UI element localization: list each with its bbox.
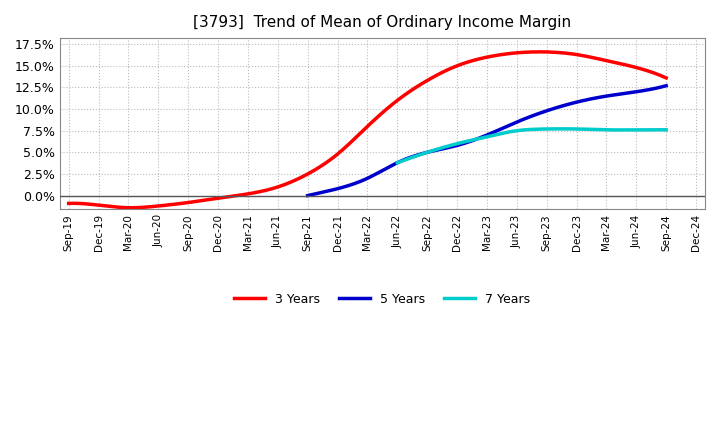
3 Years [66, 201, 75, 206]
3 Years [126, 205, 135, 210]
7 Years [621, 127, 629, 132]
5 Years [662, 83, 670, 88]
3 Years [572, 52, 580, 57]
Title: [3793]  Trend of Mean of Ordinary Income Margin: [3793] Trend of Mean of Ordinary Income … [193, 15, 572, 30]
3 Years [420, 80, 428, 85]
7 Years [553, 126, 562, 132]
5 Years [629, 90, 637, 95]
3 Years [64, 201, 73, 206]
5 Years [517, 117, 526, 123]
Line: 3 Years: 3 Years [68, 52, 666, 208]
3 Years [432, 73, 441, 78]
7 Years [557, 126, 566, 132]
5 Years [606, 93, 614, 98]
7 Years [638, 127, 647, 132]
3 Years [610, 60, 618, 65]
7 Years [394, 160, 402, 165]
Line: 7 Years: 7 Years [397, 129, 666, 163]
3 Years [662, 75, 670, 81]
3 Years [422, 78, 431, 84]
7 Years [662, 127, 670, 132]
5 Years [303, 193, 312, 198]
3 Years [536, 49, 544, 55]
5 Years [516, 118, 524, 123]
Legend: 3 Years, 5 Years, 7 Years: 3 Years, 5 Years, 7 Years [229, 288, 536, 311]
7 Years [559, 126, 567, 132]
7 Years [552, 126, 561, 132]
Line: 5 Years: 5 Years [307, 86, 666, 196]
5 Years [523, 115, 531, 121]
7 Years [393, 160, 402, 165]
5 Years [305, 193, 313, 198]
